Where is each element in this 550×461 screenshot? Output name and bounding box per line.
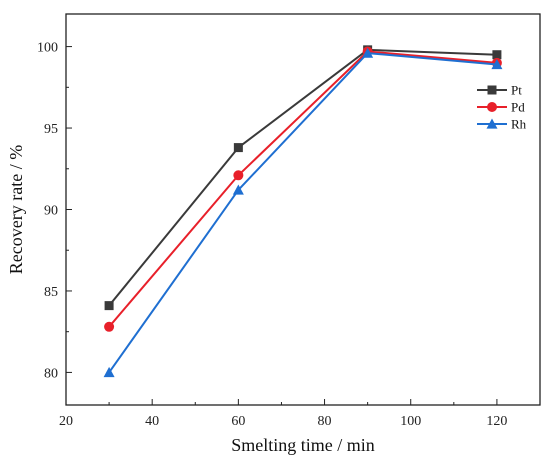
- legend-item-rh: Rh: [477, 117, 527, 132]
- series-line-pd: [108, 50, 497, 328]
- legend-item-pt: Pt: [477, 83, 522, 98]
- data-point-pd: [233, 170, 244, 181]
- x-tick-label: 60: [231, 414, 245, 429]
- legend-marker-pd: [487, 102, 497, 112]
- series-rh: [103, 47, 503, 378]
- series-line-pt: [108, 48, 497, 307]
- plot-frame: [65, 13, 541, 406]
- x-axis-label: Smelting time / min: [231, 435, 375, 455]
- y-tick-label: 90: [44, 204, 58, 219]
- plot-axes: 20 40 60 80 100 120 80 85 90 95 100: [37, 13, 541, 429]
- series-pd: [104, 46, 502, 332]
- x-tick-label: 120: [486, 414, 507, 429]
- data-point-rh: [232, 184, 244, 195]
- data-point-pt: [233, 143, 243, 153]
- data-series: [103, 45, 503, 378]
- y-tick-label: 95: [44, 122, 58, 137]
- x-tick-label: 40: [145, 414, 159, 429]
- data-point-rh: [362, 47, 374, 58]
- data-point-pd: [104, 321, 115, 332]
- y-tick-label: 100: [37, 41, 58, 56]
- x-tick-label: 20: [59, 414, 73, 429]
- data-point-pt: [104, 301, 114, 311]
- legend-label-pd: Pd: [511, 100, 525, 115]
- legend-marker-pt: [487, 85, 497, 95]
- legend-item-pd: Pd: [477, 100, 525, 115]
- y-axis-label: Recovery rate / %: [6, 145, 26, 274]
- legend: Pt Pd Rh: [477, 83, 527, 132]
- series-line-rh: [108, 52, 497, 373]
- series-pt: [104, 45, 502, 311]
- y-tick-label: 85: [44, 285, 58, 300]
- x-tick-label: 100: [400, 414, 421, 429]
- x-tick-label: 80: [318, 414, 332, 429]
- data-point-rh: [103, 366, 115, 378]
- y-tick-label: 80: [44, 366, 58, 381]
- legend-label-pt: Pt: [511, 83, 522, 98]
- legend-label-rh: Rh: [511, 117, 527, 132]
- data-point-pt: [492, 50, 502, 60]
- legend-marker-rh: [486, 118, 498, 129]
- data-point-rh: [491, 59, 503, 70]
